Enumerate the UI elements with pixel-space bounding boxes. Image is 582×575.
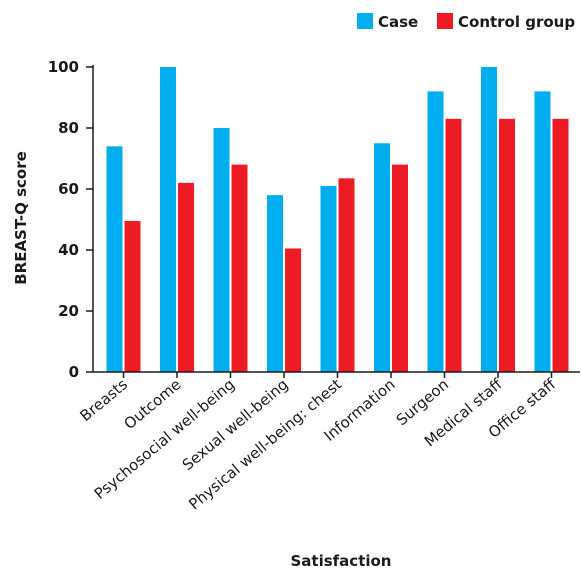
bar-case-3 (267, 195, 283, 372)
y-tick-label: 20 (58, 302, 79, 320)
bar-case-6 (427, 91, 444, 373)
y-axis: 0 20 40 60 80 100 (48, 58, 94, 381)
legend-label-case: Case (378, 13, 418, 31)
legend: Case Control group (357, 13, 575, 31)
x-axis-title: Satisfaction (290, 552, 391, 570)
bars (106, 67, 569, 373)
bar-control-3 (285, 248, 301, 372)
bar-control-5 (392, 164, 408, 372)
y-tick-label: 60 (58, 180, 79, 198)
bar-case-7 (481, 67, 497, 372)
bar-case-0 (106, 146, 123, 372)
bar-control-7 (499, 118, 515, 372)
bar-control-6 (445, 118, 462, 372)
bar-case-4 (320, 185, 337, 372)
y-axis-title: BREAST-Q score (12, 151, 30, 285)
bar-control-8 (552, 118, 569, 372)
bar-control-0 (124, 221, 141, 372)
bar-case-1 (160, 67, 176, 372)
bar-case-8 (534, 91, 551, 373)
legend-label-control: Control group (458, 13, 575, 31)
bar-case-2 (213, 128, 230, 372)
y-tick-label: 0 (69, 363, 79, 381)
y-tick-label: 40 (58, 241, 79, 259)
legend-swatch-case (357, 13, 373, 29)
y-tick-label: 100 (48, 58, 79, 76)
bar-control-1 (178, 182, 194, 372)
bar-control-4 (338, 178, 355, 372)
y-tick-label: 80 (58, 119, 79, 137)
bar-control-2 (231, 164, 248, 372)
bar-case-5 (374, 143, 390, 372)
legend-swatch-control (437, 13, 453, 29)
